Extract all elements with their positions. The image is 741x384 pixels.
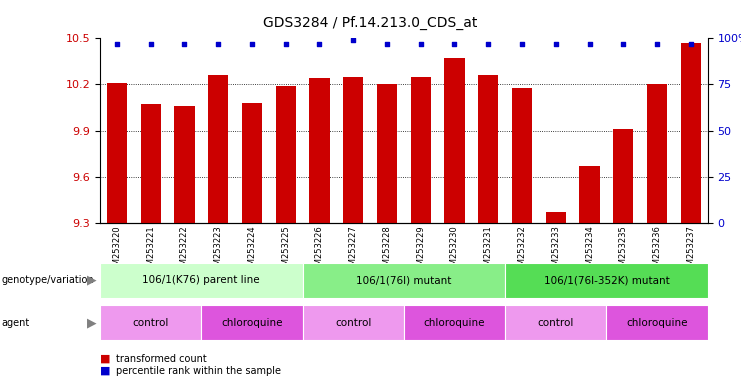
Text: 106/1(76I-352K) mutant: 106/1(76I-352K) mutant xyxy=(543,275,669,285)
Bar xyxy=(276,86,296,223)
Point xyxy=(381,41,393,47)
Bar xyxy=(174,106,195,223)
Point xyxy=(246,41,258,47)
Point xyxy=(617,41,629,47)
Bar xyxy=(107,83,127,223)
Text: control: control xyxy=(133,318,169,328)
Point xyxy=(685,41,697,47)
Point xyxy=(144,41,156,47)
Text: ■: ■ xyxy=(100,366,110,376)
Point xyxy=(111,41,123,47)
Text: control: control xyxy=(335,318,371,328)
Point xyxy=(482,41,494,47)
Text: ▶: ▶ xyxy=(87,316,96,329)
Point xyxy=(212,41,224,47)
Bar xyxy=(681,43,701,223)
Bar xyxy=(478,75,499,223)
Point xyxy=(313,41,325,47)
Text: chloroquine: chloroquine xyxy=(222,318,282,328)
Bar xyxy=(343,77,363,223)
Point xyxy=(280,41,292,47)
Bar xyxy=(377,84,397,223)
Bar xyxy=(512,88,532,223)
Text: transformed count: transformed count xyxy=(116,354,207,364)
Text: 106/1(K76) parent line: 106/1(K76) parent line xyxy=(142,275,260,285)
Text: control: control xyxy=(537,318,574,328)
Bar xyxy=(309,78,330,223)
Point xyxy=(179,41,190,47)
Point xyxy=(550,41,562,47)
Text: GDS3284 / Pf.14.213.0_CDS_at: GDS3284 / Pf.14.213.0_CDS_at xyxy=(263,15,478,30)
Text: chloroquine: chloroquine xyxy=(424,318,485,328)
Point xyxy=(584,41,596,47)
Bar xyxy=(647,84,667,223)
Text: percentile rank within the sample: percentile rank within the sample xyxy=(116,366,282,376)
Text: ■: ■ xyxy=(100,354,110,364)
Point xyxy=(348,37,359,43)
Bar xyxy=(242,103,262,223)
Text: 106/1(76I) mutant: 106/1(76I) mutant xyxy=(356,275,451,285)
Text: chloroquine: chloroquine xyxy=(626,318,688,328)
Text: ▶: ▶ xyxy=(87,274,96,287)
Bar xyxy=(613,129,634,223)
Bar xyxy=(208,75,228,223)
Point xyxy=(415,41,427,47)
Text: genotype/variation: genotype/variation xyxy=(1,275,94,285)
Point xyxy=(651,41,663,47)
Point xyxy=(448,41,460,47)
Bar xyxy=(141,104,161,223)
Text: agent: agent xyxy=(1,318,30,328)
Bar xyxy=(579,166,599,223)
Point xyxy=(516,41,528,47)
Bar xyxy=(445,58,465,223)
Bar xyxy=(411,77,431,223)
Bar xyxy=(545,212,566,223)
